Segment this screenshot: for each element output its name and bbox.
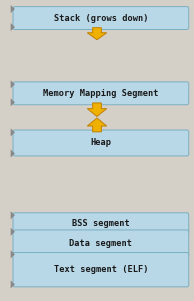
FancyBboxPatch shape: [13, 7, 189, 29]
Polygon shape: [11, 250, 15, 258]
FancyBboxPatch shape: [13, 82, 189, 105]
Polygon shape: [11, 5, 15, 13]
Polygon shape: [87, 103, 107, 116]
FancyBboxPatch shape: [13, 130, 189, 156]
FancyBboxPatch shape: [13, 253, 189, 287]
Polygon shape: [11, 80, 15, 88]
Polygon shape: [11, 228, 15, 236]
FancyBboxPatch shape: [13, 230, 189, 257]
Polygon shape: [87, 28, 107, 40]
Polygon shape: [11, 150, 15, 157]
Text: Data segment: Data segment: [69, 239, 132, 248]
Text: BSS segment: BSS segment: [72, 219, 130, 228]
Polygon shape: [11, 98, 15, 106]
Polygon shape: [11, 129, 15, 136]
FancyBboxPatch shape: [13, 213, 189, 234]
Polygon shape: [11, 23, 15, 31]
Polygon shape: [11, 211, 15, 219]
Polygon shape: [11, 281, 15, 288]
Text: Heap: Heap: [90, 138, 111, 147]
Text: Memory Mapping Segment: Memory Mapping Segment: [43, 89, 159, 98]
Text: Text segment (ELF): Text segment (ELF): [54, 265, 148, 274]
Text: Stack (grows down): Stack (grows down): [54, 14, 148, 23]
Polygon shape: [87, 118, 107, 132]
